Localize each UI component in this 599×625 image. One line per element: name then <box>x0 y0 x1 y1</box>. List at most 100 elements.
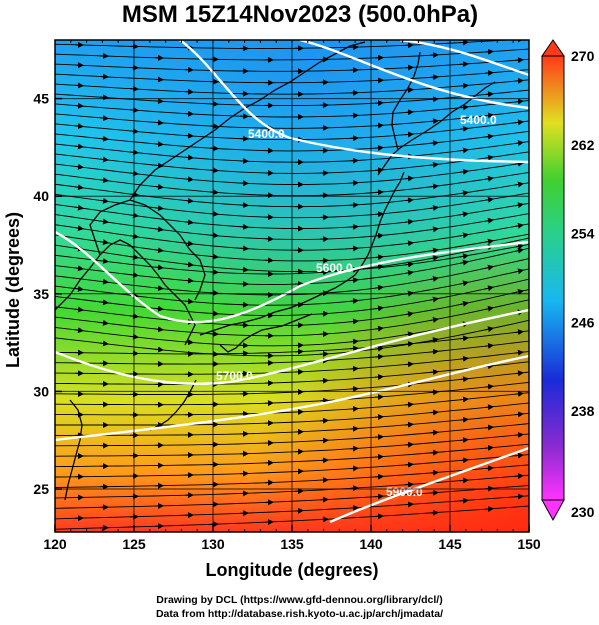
y-tick-label: 35 <box>33 286 49 302</box>
flow-arrow <box>184 219 194 226</box>
streamline <box>55 202 529 230</box>
flow-arrow <box>514 57 524 64</box>
flow-arrow <box>484 196 494 203</box>
flow-arrow <box>74 285 84 292</box>
flow-arrow <box>459 396 469 403</box>
flow-arrow <box>514 329 524 336</box>
flow-arrow <box>154 326 164 333</box>
streamline <box>55 233 529 262</box>
flow-arrow <box>374 211 384 218</box>
flow-arrow <box>99 319 109 326</box>
y-tick-label: 25 <box>33 481 49 497</box>
flow-arrow <box>154 226 164 233</box>
streamline <box>55 351 529 375</box>
flow-arrow <box>484 175 494 182</box>
flow-arrow <box>459 190 469 197</box>
flow-arrow <box>429 449 439 456</box>
flow-arrow <box>74 204 84 211</box>
flow-arrow <box>484 305 494 312</box>
flow-arrow <box>459 147 469 154</box>
flow-arrow <box>374 373 384 380</box>
flow-arrow <box>514 222 524 229</box>
colorbar-tick-label: 270 <box>571 48 595 64</box>
flow-arrow <box>209 232 219 239</box>
colorbar-tick-label: 262 <box>571 137 595 153</box>
streamline <box>55 161 529 185</box>
y-axis-ticks: 25 30 35 40 45 <box>33 91 62 497</box>
flow-arrow <box>374 284 384 291</box>
flow-arrow <box>429 140 439 147</box>
flow-arrow <box>184 298 194 305</box>
streamline <box>55 464 529 488</box>
flow-arrow <box>404 361 414 368</box>
flow-arrow <box>374 144 384 151</box>
streamline <box>55 474 529 499</box>
flow-arrow <box>374 305 384 312</box>
flow-arrow <box>99 135 109 142</box>
streamline <box>55 79 529 95</box>
flow-arrow <box>459 253 469 260</box>
flow-arrow <box>429 489 439 496</box>
streamline <box>55 454 529 478</box>
flow-arrow <box>74 123 84 130</box>
flow-arrow <box>374 325 384 332</box>
streamline <box>55 443 529 468</box>
flow-arrow <box>459 211 469 218</box>
x-axis-ticks: 120 125 130 135 140 145 150 <box>43 40 541 552</box>
flow-arrow <box>514 160 524 167</box>
flow-arrow <box>374 122 384 129</box>
flow-arrow <box>374 189 384 196</box>
flow-arrow <box>99 115 109 122</box>
flow-arrow <box>514 349 524 356</box>
flow-arrow <box>349 445 359 452</box>
flow-arrow <box>99 177 109 184</box>
flow-arrow <box>459 259 469 266</box>
flow-arrow <box>99 218 109 225</box>
flow-arrow <box>349 385 359 392</box>
streamline <box>55 182 529 208</box>
streamline <box>55 433 529 457</box>
flow-arrow <box>349 365 359 372</box>
flow-arrow <box>459 376 469 383</box>
flow-arrow <box>404 481 414 488</box>
flow-arrow <box>319 310 329 317</box>
flow-arrow <box>349 345 359 352</box>
contour-label: 5900.0 <box>386 485 423 499</box>
flow-arrow <box>459 437 469 444</box>
flow-arrow <box>459 61 469 68</box>
flow-arrow <box>484 48 494 55</box>
flow-arrow <box>404 331 414 338</box>
flow-arrow <box>484 238 494 245</box>
flow-arrow <box>209 253 219 260</box>
flow-arrow <box>514 247 524 254</box>
flow-arrow <box>374 434 384 440</box>
contour-label: 5400.0 <box>460 113 497 127</box>
flow-arrow <box>209 167 219 174</box>
streamline <box>55 340 529 365</box>
streamline <box>55 151 529 174</box>
flow-arrow <box>514 288 524 295</box>
flow-arrow <box>74 184 84 191</box>
streamline <box>55 299 529 337</box>
streamline <box>55 40 516 49</box>
streamline <box>55 505 529 530</box>
flow-arrow <box>184 240 194 247</box>
flow-arrow <box>429 316 439 323</box>
flow-arrow <box>459 335 469 342</box>
flow-arrow <box>429 74 439 81</box>
flow-arrow <box>514 268 524 275</box>
flow-arrow <box>459 300 469 307</box>
flow-arrow <box>74 102 84 109</box>
flow-arrow <box>429 469 439 476</box>
streamline <box>55 58 529 72</box>
flow-arrow <box>459 416 469 423</box>
coastlines <box>55 41 496 501</box>
streamline <box>55 423 529 447</box>
streamline <box>55 495 529 520</box>
colorbar-max-arrow <box>541 39 565 57</box>
flow-arrow <box>374 453 384 460</box>
flow-arrow <box>404 131 414 138</box>
flow-arrow <box>429 118 439 125</box>
x-tick-label: 135 <box>280 536 304 552</box>
credit-drawing: Drawing by DCL (https://www.gfd-dennou.o… <box>156 594 443 606</box>
